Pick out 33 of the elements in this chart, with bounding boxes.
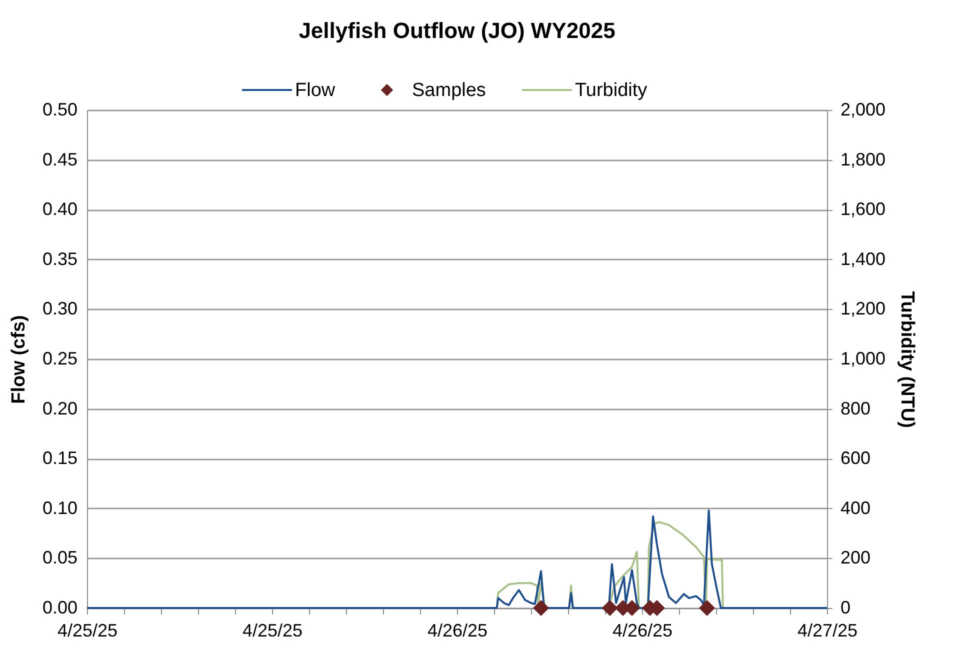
y-tick-label: 0.35: [42, 248, 78, 269]
y-tick-label: 0.40: [42, 199, 78, 220]
y-axis-title: Flow (cfs): [8, 315, 30, 404]
y2-tick-label: 1,800: [840, 149, 886, 170]
x-tick-label: 4/26/25: [427, 620, 488, 640]
x-tick-label: 4/25/25: [57, 620, 118, 640]
y-tick-label: 0.45: [42, 149, 78, 170]
y2-tick-label: 2,000: [840, 100, 886, 120]
y-tick-label: 0.20: [42, 398, 78, 418]
chart-title: Jellyfish Outflow (JO) WY2025: [298, 18, 616, 43]
x-tick-label: 4/26/25: [612, 620, 673, 640]
y-tick-label: 0.10: [42, 498, 78, 518]
y2-tick-label: 400: [840, 498, 871, 518]
y2-tick-label: 1,600: [840, 199, 886, 220]
legend-label: Flow: [295, 80, 336, 101]
y-tick-label: 0.05: [42, 548, 78, 568]
y2-tick-label: 1,400: [840, 248, 886, 269]
y2-tick-label: 1,200: [840, 298, 886, 319]
y2-tick-label: 0: [840, 598, 851, 618]
y-tick-label: 0.15: [42, 448, 78, 468]
x-tick-label: 4/27/25: [797, 620, 858, 640]
y-tick-label: 0.00: [42, 598, 78, 618]
y2-tick-label: 800: [840, 398, 871, 418]
legend-label: Turbidity: [575, 80, 648, 101]
x-tick-label: 4/25/25: [242, 620, 303, 640]
y2-tick-label: 200: [840, 548, 871, 568]
y-tick-label: 0.50: [42, 100, 78, 120]
y-tick-label: 0.30: [42, 298, 78, 319]
y-tick-label: 0.25: [42, 348, 78, 368]
legend-label: Samples: [412, 80, 486, 101]
y2-tick-label: 1,000: [840, 348, 886, 368]
y2-tick-label: 600: [840, 448, 871, 468]
y2-axis-title: Turbidity (NTU): [896, 291, 918, 428]
